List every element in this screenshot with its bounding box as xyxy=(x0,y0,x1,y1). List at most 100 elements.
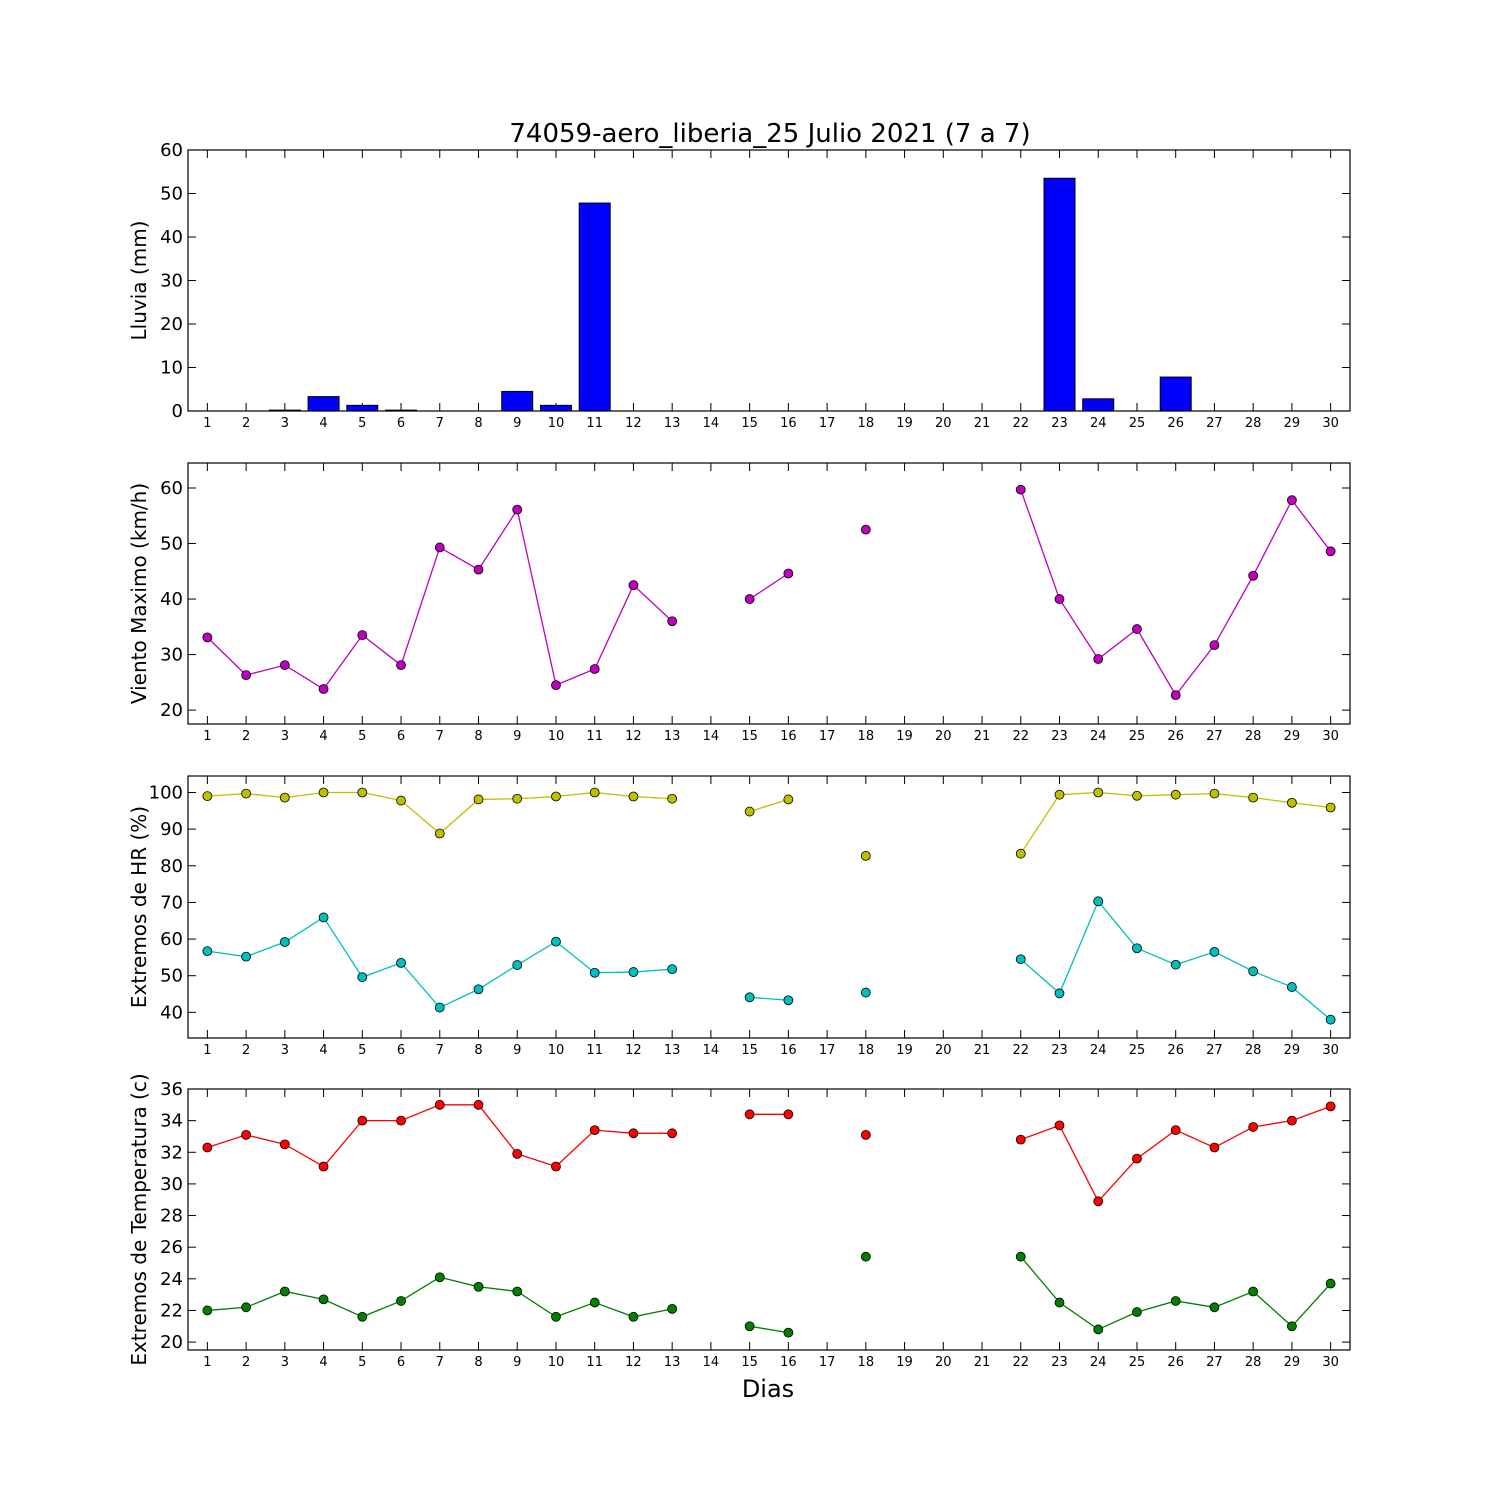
x-tick-label: 20 xyxy=(935,416,952,431)
data-point xyxy=(202,1305,213,1316)
data-point xyxy=(551,936,561,947)
data-point xyxy=(783,995,794,1006)
y-tick-label: 90 xyxy=(160,819,183,840)
data-point xyxy=(1093,654,1104,664)
x-tick-label: 6 xyxy=(397,1355,405,1370)
y-tick-label: 32 xyxy=(160,1142,183,1163)
x-tick-label: 19 xyxy=(896,1043,913,1058)
data-point xyxy=(473,564,484,575)
data-point xyxy=(860,1129,871,1140)
data-point xyxy=(279,1286,290,1297)
x-tick-label: 6 xyxy=(397,1043,405,1058)
x-tick-label: 30 xyxy=(1322,416,1339,431)
data-point xyxy=(279,1139,290,1150)
data-point xyxy=(783,794,794,805)
data-point xyxy=(202,632,213,643)
data-point xyxy=(551,1161,561,1172)
data-point xyxy=(396,795,406,806)
series-line xyxy=(207,1276,673,1318)
x-tick-label: 8 xyxy=(474,729,482,744)
data-point xyxy=(318,912,329,923)
x-tick-label: 18 xyxy=(858,1043,875,1058)
y-tick-label: 10 xyxy=(160,358,183,379)
x-tick-label: 10 xyxy=(548,1043,565,1058)
data-point xyxy=(1015,484,1026,495)
data-point xyxy=(667,964,678,975)
data-point xyxy=(202,1142,213,1153)
data-point xyxy=(202,946,213,957)
y-tick-label: 40 xyxy=(160,589,183,610)
x-tick-label: 9 xyxy=(513,1355,521,1370)
data-point xyxy=(1093,787,1104,798)
x-tick-label: 12 xyxy=(625,416,642,431)
x-tick-label: 2 xyxy=(242,1355,250,1370)
panel-4: Extremos de Temperatura (c) 2022242628303… xyxy=(127,1073,1351,1370)
y-tick-label: 70 xyxy=(160,892,183,913)
series-line xyxy=(1020,1105,1331,1203)
data-point xyxy=(589,787,600,798)
x-tick-label: 5 xyxy=(358,1355,366,1370)
x-tick-label: 29 xyxy=(1284,416,1301,431)
y-tick-label: 30 xyxy=(160,1174,183,1195)
x-tick-label: 25 xyxy=(1129,729,1146,744)
x-tick-label: 2 xyxy=(242,416,250,431)
x-tick-label: 14 xyxy=(703,1355,720,1370)
data-point xyxy=(318,1294,329,1305)
data-point xyxy=(667,1128,678,1139)
data-point xyxy=(434,1002,445,1013)
x-tick-label: 28 xyxy=(1245,729,1262,744)
data-point xyxy=(744,806,755,817)
data-point xyxy=(860,1251,871,1262)
x-tick-label: 23 xyxy=(1051,416,1068,431)
data-point xyxy=(357,787,368,798)
data-point xyxy=(1054,1297,1065,1308)
data-point xyxy=(1132,624,1142,634)
data-point xyxy=(1248,966,1259,977)
series-line xyxy=(1020,1256,1332,1331)
data-point xyxy=(241,670,252,681)
x-tick-label: 7 xyxy=(436,729,444,744)
data-point xyxy=(512,1148,523,1159)
data-point xyxy=(357,1115,368,1126)
y-tick-label: 80 xyxy=(160,856,183,877)
x-tick-label: 18 xyxy=(858,1355,875,1370)
data-point xyxy=(1325,1278,1336,1289)
data-point xyxy=(1287,1321,1297,1332)
rain-bar xyxy=(346,404,379,412)
data-point xyxy=(434,1272,445,1283)
y-tick-label: 40 xyxy=(160,1002,183,1023)
rain-bar xyxy=(539,404,572,412)
data-point xyxy=(551,1311,561,1322)
data-point xyxy=(512,504,523,515)
data-point xyxy=(744,1321,755,1332)
x-tick-label: 9 xyxy=(513,1043,521,1058)
x-tick-label: 2 xyxy=(242,1043,250,1058)
x-tick-label: 20 xyxy=(935,1355,952,1370)
y-tick-label: 20 xyxy=(160,700,183,721)
data-point xyxy=(473,984,484,995)
data-point xyxy=(473,1099,484,1110)
data-point xyxy=(1015,1251,1026,1262)
rain-bar xyxy=(1082,398,1115,412)
plot-frame xyxy=(187,1088,1351,1351)
data-point xyxy=(1132,1153,1142,1164)
y-axis-label: Extremos de Temperatura (c) xyxy=(127,1073,151,1365)
x-tick-label: 11 xyxy=(586,1043,603,1058)
data-point xyxy=(396,660,406,671)
data-point xyxy=(551,791,561,802)
data-point xyxy=(396,957,406,968)
x-tick-label: 4 xyxy=(319,1043,327,1058)
data-point xyxy=(1054,789,1065,800)
data-point xyxy=(1170,789,1181,800)
x-tick-label: 16 xyxy=(780,729,797,744)
series-line xyxy=(1020,791,1331,855)
x-tick-label: 22 xyxy=(1012,1043,1029,1058)
data-point xyxy=(860,987,871,998)
data-point xyxy=(1248,570,1259,581)
data-point xyxy=(1287,495,1297,506)
y-tick-label: 60 xyxy=(160,478,183,499)
data-point xyxy=(318,684,329,694)
data-point xyxy=(473,1281,484,1292)
data-point xyxy=(744,594,755,604)
